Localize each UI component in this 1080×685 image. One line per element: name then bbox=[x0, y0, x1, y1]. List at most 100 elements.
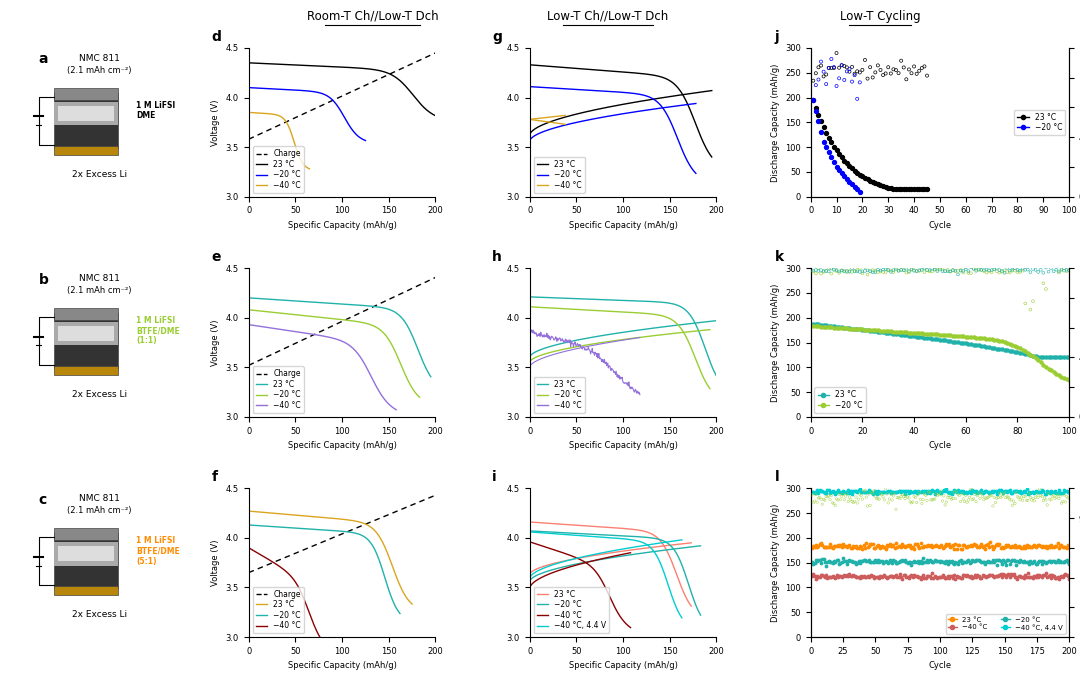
Point bbox=[855, 486, 873, 497]
Point bbox=[1029, 557, 1047, 568]
Point bbox=[912, 486, 929, 497]
Point bbox=[1000, 554, 1017, 565]
Point bbox=[1055, 542, 1072, 553]
Point bbox=[818, 79, 835, 90]
Point bbox=[855, 554, 873, 565]
Point bbox=[805, 95, 822, 105]
Point bbox=[849, 543, 866, 553]
Point bbox=[939, 486, 956, 497]
Point bbox=[864, 177, 881, 188]
Point bbox=[824, 486, 841, 497]
Point bbox=[905, 570, 922, 581]
Point bbox=[835, 489, 852, 500]
Point bbox=[923, 329, 941, 340]
Point bbox=[922, 540, 940, 551]
Point bbox=[851, 324, 868, 335]
Point bbox=[1012, 265, 1029, 276]
Point bbox=[849, 558, 866, 569]
Point bbox=[890, 68, 907, 79]
Point bbox=[949, 266, 967, 277]
Point bbox=[908, 327, 926, 338]
Point bbox=[962, 571, 980, 582]
Point bbox=[888, 263, 905, 274]
Point bbox=[1059, 539, 1077, 550]
Point bbox=[1040, 487, 1057, 498]
Point bbox=[1008, 571, 1025, 582]
Point bbox=[1012, 347, 1029, 358]
Point bbox=[1054, 572, 1071, 583]
Point bbox=[954, 486, 971, 497]
Point bbox=[988, 560, 1005, 571]
Point bbox=[865, 486, 882, 497]
Point bbox=[851, 67, 868, 78]
Point bbox=[895, 485, 913, 496]
Point bbox=[846, 165, 863, 176]
Point bbox=[1014, 344, 1031, 355]
Point bbox=[860, 488, 877, 499]
Point bbox=[828, 321, 846, 332]
Point bbox=[885, 490, 902, 501]
Point bbox=[813, 569, 831, 580]
Point bbox=[980, 492, 997, 503]
Point bbox=[846, 323, 863, 334]
Point bbox=[875, 266, 892, 277]
Point bbox=[1009, 541, 1026, 552]
Point bbox=[812, 319, 829, 330]
Point bbox=[818, 142, 835, 153]
Point bbox=[851, 557, 868, 568]
Point bbox=[1001, 494, 1018, 505]
Point bbox=[882, 328, 900, 339]
Point bbox=[862, 175, 879, 186]
Point bbox=[942, 486, 959, 497]
Point bbox=[839, 485, 856, 496]
Point bbox=[824, 497, 841, 508]
Point bbox=[988, 571, 1005, 582]
Point bbox=[872, 543, 889, 553]
Point bbox=[815, 121, 833, 132]
Point bbox=[848, 492, 865, 503]
Point bbox=[1035, 352, 1052, 363]
Point bbox=[1024, 556, 1041, 567]
Point bbox=[918, 184, 935, 195]
Point bbox=[823, 541, 840, 552]
Point bbox=[1061, 265, 1078, 276]
Point bbox=[917, 490, 934, 501]
Point bbox=[934, 495, 951, 506]
Point bbox=[842, 571, 860, 582]
Point bbox=[999, 338, 1016, 349]
Point bbox=[807, 102, 824, 113]
Point bbox=[823, 490, 840, 501]
Point bbox=[849, 167, 866, 178]
Point bbox=[962, 540, 980, 551]
Point bbox=[1003, 570, 1021, 581]
Point bbox=[969, 487, 986, 498]
Point bbox=[1020, 260, 1037, 271]
Point bbox=[885, 326, 902, 337]
Point bbox=[816, 557, 834, 568]
Point bbox=[1030, 556, 1048, 566]
Point bbox=[1037, 262, 1054, 273]
Point bbox=[892, 486, 909, 497]
Point bbox=[1047, 493, 1064, 504]
Point bbox=[873, 556, 890, 567]
Point bbox=[816, 541, 834, 552]
Point bbox=[820, 320, 837, 331]
Text: k: k bbox=[774, 249, 784, 264]
Point bbox=[846, 571, 863, 582]
Point bbox=[1050, 352, 1067, 363]
Point bbox=[931, 264, 948, 275]
Point bbox=[851, 324, 868, 335]
Point bbox=[815, 71, 833, 82]
Point bbox=[807, 554, 824, 565]
Point bbox=[954, 544, 971, 555]
Point bbox=[902, 540, 919, 551]
Point bbox=[1014, 495, 1031, 506]
Point bbox=[832, 486, 849, 497]
Point bbox=[896, 488, 914, 499]
Point bbox=[1009, 266, 1026, 277]
Point bbox=[921, 541, 939, 552]
Point bbox=[890, 571, 907, 582]
Point bbox=[832, 494, 849, 505]
Point bbox=[1007, 486, 1024, 497]
Point bbox=[941, 538, 958, 549]
